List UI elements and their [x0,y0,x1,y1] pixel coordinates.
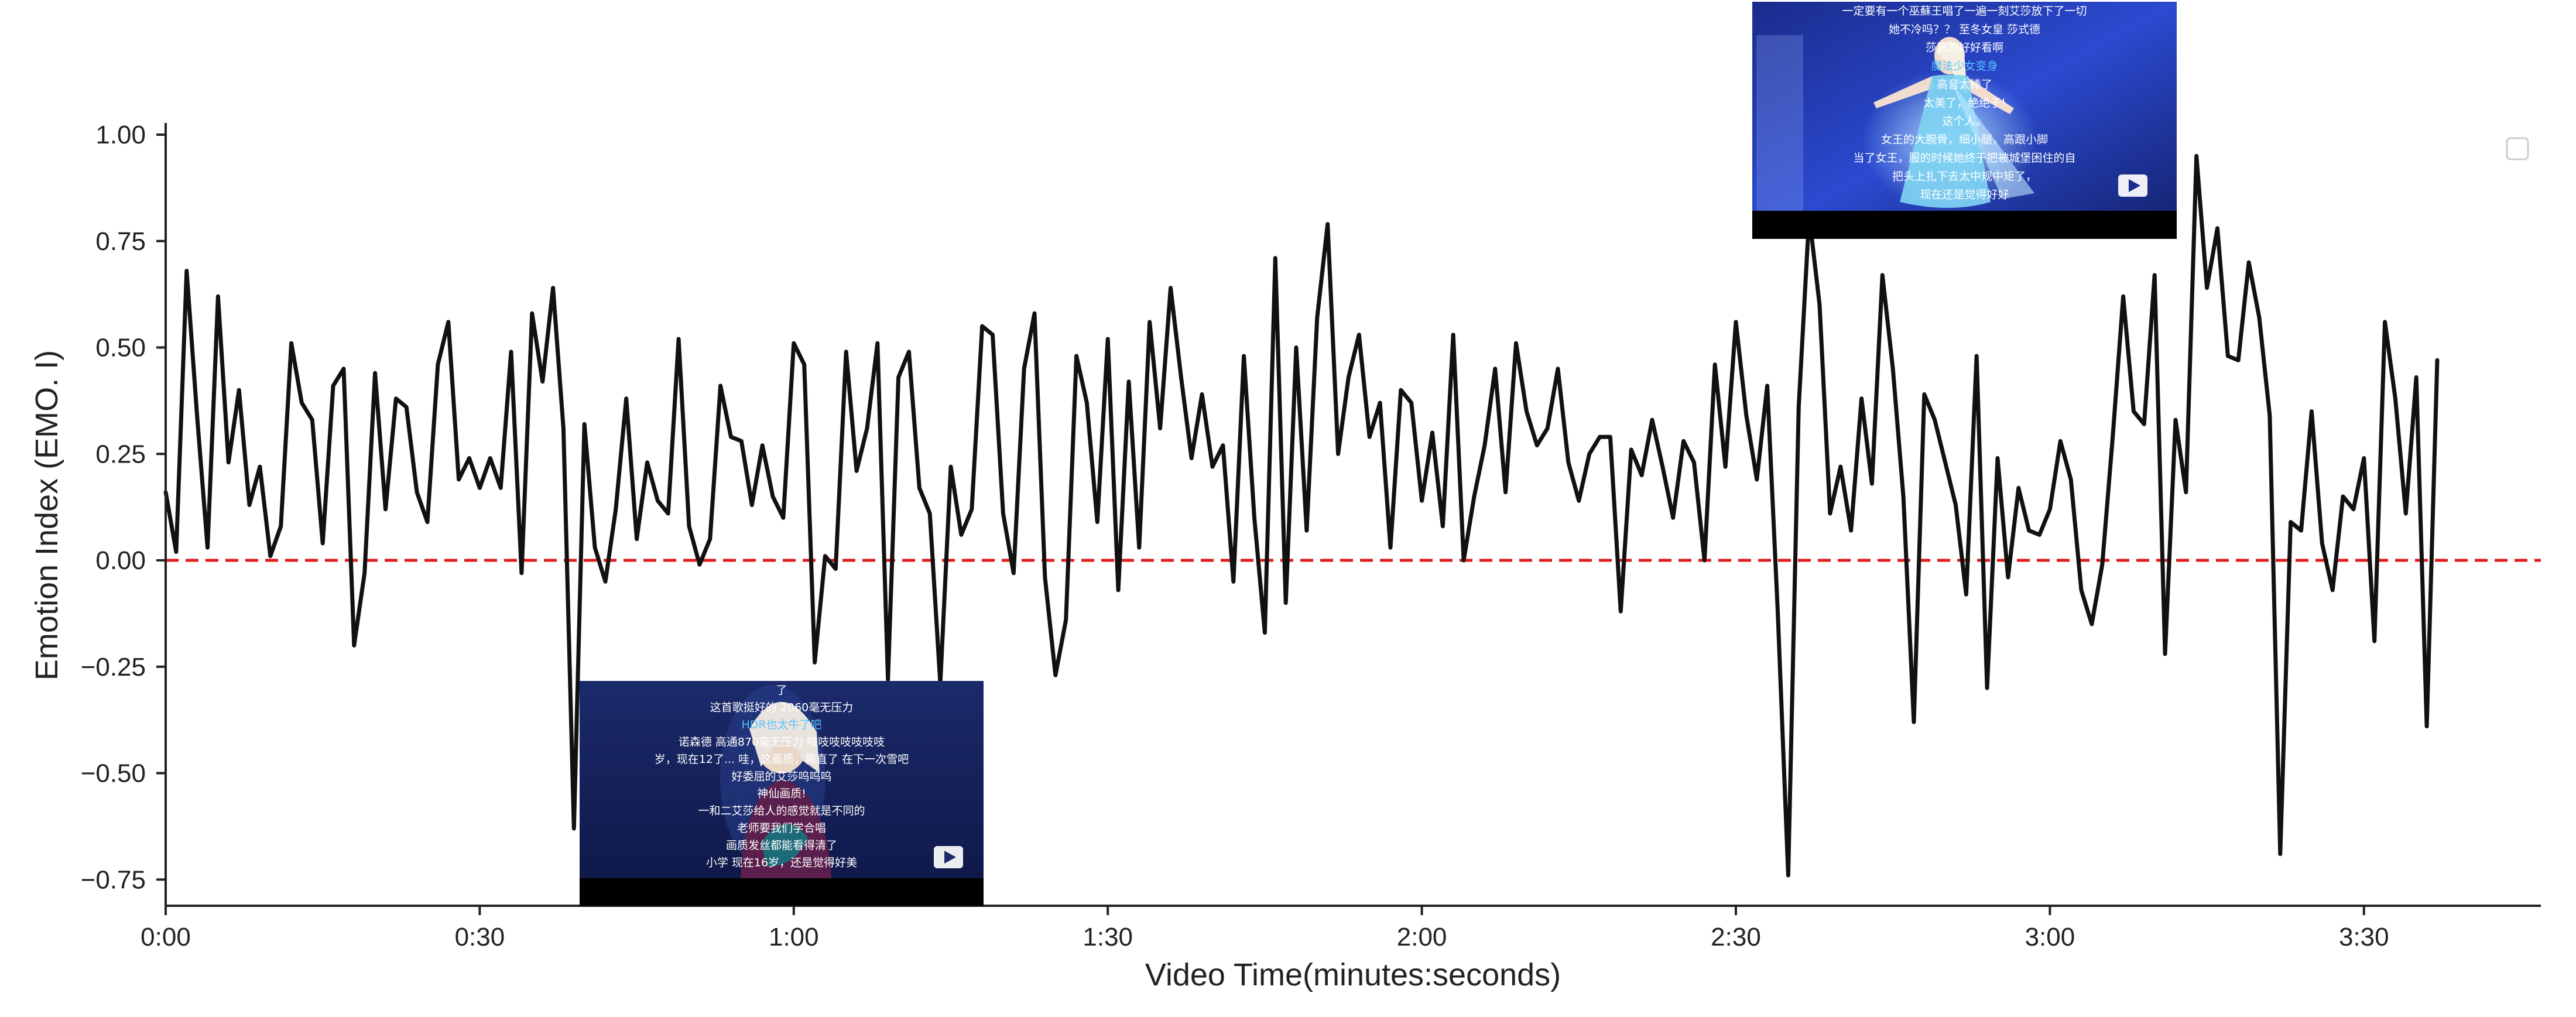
x-tick-label: 2:30 [1711,923,1761,951]
thumbnail-caption: 老师要我们学合唱 [737,822,826,835]
play-icon [934,846,963,868]
thumbnail-caption: 女王的大腕骨，细小腿，高跟小脚 [1881,133,2048,146]
y-tick-label: 0.00 [95,546,146,575]
x-tick-label: 0:00 [141,923,191,951]
thumbnail-caption: 好委屈的艾莎呜呜呜 [731,770,831,783]
x-tick-label: 3:30 [2339,923,2389,951]
x-tick-label: 0:30 [455,923,505,951]
thumbnail-caption: 把头上扎下去太中规中矩了， [1892,170,2037,183]
thumbnail-caption: 一和二艾莎给人的感觉就是不同的 [698,804,865,817]
thumbnail-caption: 画质发丝都能看得清了 [726,839,837,852]
series-line-emotion-index [163,153,2440,878]
thumbnail-caption: 现在还是觉得好好 [1920,189,2009,201]
thumbnail-caption: 这个人。 [1942,115,1986,128]
thumbnail-caption: 魔法少女变身 [1931,60,1998,73]
legend-box [2506,137,2529,160]
thumbnail-caption: 岁，现在12了... 哇，这画质，简直了 在下一次雪吧 [655,753,909,766]
x-axis-title: Video Time(minutes:seconds) [1145,957,1561,992]
y-tick-label: 0.50 [95,334,146,362]
y-axis-ticks: −0.75 −0.50 −0.25 0.00 0.25 0.50 0.75 1.00 [81,121,166,894]
y-axis-title: Emotion Index (EMO. I) [29,350,64,680]
y-tick-label: −0.75 [81,865,146,894]
x-tick-label: 3:00 [2025,923,2075,951]
x-axis-ticks: 0:00 0:30 1:00 1:30 2:00 2:30 3:00 3:30 [141,906,2389,951]
thumbnail-caption: 诺森德 高通870毫无压力 吱吱吱吱吱吱吱 [679,735,885,748]
thumbnail-caption: HDR也太牛了吧 [741,718,821,731]
thumbnail-caption: 了 [776,684,787,697]
play-icon [2118,174,2147,197]
thumbnail-caption: 她不冷吗？？ 至冬女皇 莎式德 [1889,23,2040,36]
thumbnail-caption: 一定要有一个巫蘇王唱了一遍一刻艾莎放下了一切 [1842,5,2087,18]
thumbnail-caption: 高音太棒了 [1937,78,1992,91]
thumbnail-caption: 莎真的好好看啊 [1926,42,2003,54]
thumbnail-caption: 当了女王，服的时候她终于把被城堡困住的自 [1853,152,2075,165]
x-tick-label: 1:30 [1083,923,1133,951]
thumbnail-caption: 小学 现在16岁，还是觉得好美 [706,857,857,869]
y-tick-label: −0.50 [81,759,146,788]
x-tick-label: 2:00 [1397,923,1447,951]
y-tick-label: −0.25 [81,653,146,682]
thumbnail-caption: 神仙画质! [757,787,806,800]
y-tick-label: 0.75 [95,227,146,256]
thumbnail-caption: 这首歌挺好的 2060毫无压力 [710,701,853,714]
y-tick-label: 1.00 [95,121,146,149]
thumbnail-caption: 太美了，绝绝子! [1923,97,2006,109]
x-tick-label: 1:00 [769,923,819,951]
y-tick-label: 0.25 [95,440,146,468]
